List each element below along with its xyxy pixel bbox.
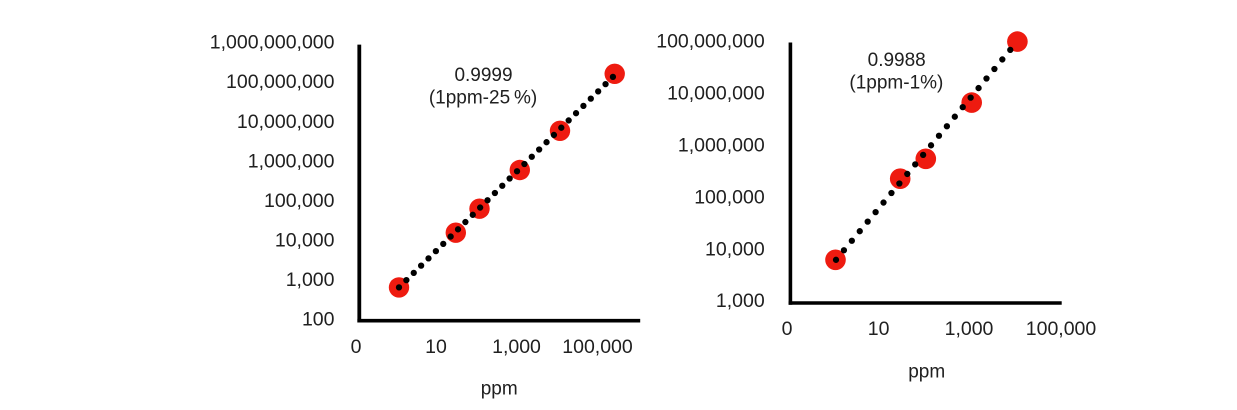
svg-text:10,000: 10,000 (275, 229, 335, 251)
svg-text:10,000: 10,000 (705, 238, 765, 260)
svg-text:100,000,000: 100,000,000 (226, 71, 335, 93)
svg-text:100,000: 100,000 (694, 186, 765, 208)
svg-text:1,000: 1,000 (286, 269, 335, 291)
svg-text:ppm: ppm (481, 379, 518, 400)
svg-text:100: 100 (302, 309, 335, 331)
svg-text:1,000,000: 1,000,000 (678, 135, 765, 157)
svg-text:0.9988: 0.9988 (868, 50, 926, 71)
svg-text:10,000,000: 10,000,000 (667, 83, 765, 105)
svg-text:0: 0 (782, 318, 793, 340)
svg-text:100,000: 100,000 (562, 336, 633, 358)
svg-text:(1ppm-1%): (1ppm-1%) (849, 73, 943, 94)
svg-text:100,000: 100,000 (264, 190, 335, 212)
svg-text:100,000: 100,000 (1026, 318, 1097, 340)
svg-text:10,000,000: 10,000,000 (237, 111, 335, 133)
svg-text:(1ppm-25 %): (1ppm-25 %) (429, 88, 537, 109)
svg-text:ppm: ppm (908, 361, 945, 382)
svg-text:10: 10 (868, 318, 890, 340)
svg-text:1,000: 1,000 (716, 290, 765, 312)
svg-text:1,000: 1,000 (492, 336, 541, 358)
svg-text:1,000,000,000: 1,000,000,000 (210, 32, 335, 54)
svg-text:0: 0 (351, 336, 362, 358)
svg-text:100,000,000: 100,000,000 (656, 31, 765, 53)
svg-text:1,000,000: 1,000,000 (248, 150, 335, 172)
svg-text:10: 10 (425, 336, 447, 358)
svg-text:1,000: 1,000 (945, 318, 994, 340)
svg-text:0.9999: 0.9999 (454, 65, 512, 86)
